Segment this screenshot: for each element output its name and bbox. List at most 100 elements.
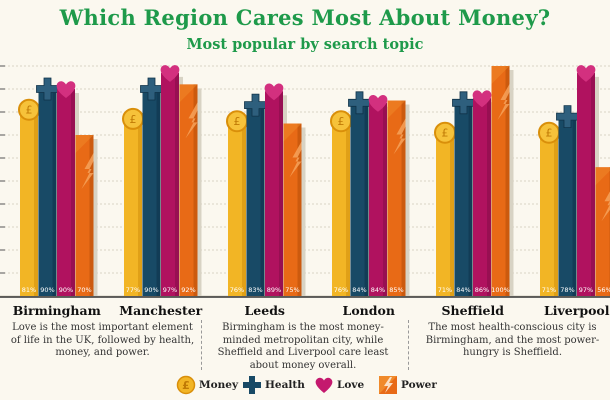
category-label: Liverpool xyxy=(544,303,610,318)
category-group: £71% 78% 97% 56% xyxy=(538,65,610,297)
bar-money xyxy=(540,132,558,296)
category-group: £81% 90% 90% 70% xyxy=(18,77,98,296)
data-label: 81% xyxy=(22,286,36,294)
coin-symbol: £ xyxy=(546,127,553,140)
bar-power xyxy=(179,84,198,297)
bar-edge xyxy=(52,89,57,296)
bar-highlight xyxy=(75,135,94,153)
note-1: Love is the most important element of li… xyxy=(10,322,195,358)
data-label: 86% xyxy=(475,286,489,294)
bar-money xyxy=(332,121,350,296)
notes-section: Love is the most important element of li… xyxy=(0,322,610,371)
heart-icon xyxy=(472,90,492,108)
legend-item-money: £ Money xyxy=(176,374,238,396)
coin-icon: £ xyxy=(176,375,196,395)
bar-money xyxy=(124,118,142,297)
cross-icon xyxy=(36,77,59,101)
bar-edge xyxy=(383,102,387,296)
bar-health xyxy=(454,102,473,296)
bar-edge xyxy=(591,72,595,297)
bar-love xyxy=(265,91,283,296)
chart-subtitle: Most popular by search topic xyxy=(186,36,424,53)
category-label: Sheffield xyxy=(441,303,504,318)
lightning-accent xyxy=(497,66,510,120)
bar-money xyxy=(436,132,454,296)
bar-edge xyxy=(401,100,406,296)
svg-text:£: £ xyxy=(182,379,190,392)
legend-label-love: Love xyxy=(337,379,365,391)
legend-label-health: Health xyxy=(265,379,305,391)
bar-edge xyxy=(572,116,577,296)
lightning-accent xyxy=(81,135,94,189)
data-label: 71% xyxy=(438,286,452,294)
bar-love xyxy=(473,98,491,296)
legend-item-health: Health xyxy=(242,374,305,396)
data-label: 97% xyxy=(579,286,593,294)
bar-love xyxy=(57,89,75,296)
heart-icon xyxy=(56,81,76,98)
data-label: 97% xyxy=(163,286,177,294)
bar-edge xyxy=(487,98,491,296)
bar-love xyxy=(577,72,595,297)
lightning-accent xyxy=(601,191,610,222)
cross-icon xyxy=(140,77,163,101)
divider xyxy=(201,320,202,370)
heart-icon xyxy=(368,95,388,112)
lightning-icon xyxy=(379,376,397,394)
data-label: 75% xyxy=(285,286,299,294)
bar-money xyxy=(228,121,246,296)
category-labels: Birmingham Manchester Leeds London Sheffield… xyxy=(13,303,610,318)
bar-health xyxy=(38,89,57,296)
data-label: 78% xyxy=(560,286,574,294)
bar-health xyxy=(350,102,369,296)
data-label: 84% xyxy=(456,286,470,294)
legend-label-power: Power xyxy=(401,379,437,391)
bar-edge xyxy=(138,118,142,297)
data-label: 77% xyxy=(126,286,140,294)
coin-symbol: £ xyxy=(338,115,345,128)
category-label: Manchester xyxy=(119,303,202,318)
bar-edge xyxy=(193,84,198,297)
category-group: £76% 83% 89% 75% xyxy=(226,83,306,296)
bar-highlight xyxy=(283,123,302,142)
bar-health xyxy=(246,105,265,296)
bar-edge xyxy=(346,121,350,296)
heart-icon xyxy=(576,65,596,82)
lightning-accent xyxy=(393,100,406,155)
bar-group: £81% 90% 90% 70%£77% 90% 97% 92%£76% 83% 89% 75%£… xyxy=(18,65,610,297)
bar-power xyxy=(387,100,406,296)
data-label: 90% xyxy=(59,286,73,294)
data-label: 89% xyxy=(267,286,281,294)
bar-chart: £81% 90% 90% 70%£77% 90% 97% 92%£76% 83% 89% 75%£… xyxy=(0,65,610,318)
category-group: £76% 84% 84% 85% xyxy=(330,91,410,296)
legend-item-power: Power xyxy=(378,374,437,396)
data-label: 56% xyxy=(597,286,610,294)
cross-icon xyxy=(243,376,261,394)
bar-highlight xyxy=(179,84,198,103)
data-label: 76% xyxy=(334,286,348,294)
data-label: 70% xyxy=(77,286,91,294)
bar-edge xyxy=(175,72,179,297)
bar-highlight xyxy=(491,66,510,84)
data-label: 83% xyxy=(248,286,262,294)
bar-edge xyxy=(450,132,454,296)
data-label: 84% xyxy=(371,286,385,294)
category-label: Leeds xyxy=(245,303,285,318)
bar-edge xyxy=(242,121,246,296)
category-group: £77% 90% 97% 92% xyxy=(122,65,202,297)
data-label: 71% xyxy=(542,286,556,294)
heart-icon xyxy=(264,83,284,101)
data-label: 76% xyxy=(230,286,244,294)
bar-edge xyxy=(279,91,283,296)
heart-icon xyxy=(160,65,180,82)
bar-edge xyxy=(297,123,302,296)
lightning-accent xyxy=(185,84,198,139)
heart-icon xyxy=(315,377,333,393)
coin-symbol: £ xyxy=(130,113,137,126)
data-label: 100% xyxy=(491,286,510,294)
bar-edge xyxy=(34,109,38,296)
coin-symbol: £ xyxy=(442,127,449,140)
legend-item-love: Love xyxy=(314,374,364,396)
bar-highlight xyxy=(387,100,406,119)
data-label: 90% xyxy=(40,286,54,294)
